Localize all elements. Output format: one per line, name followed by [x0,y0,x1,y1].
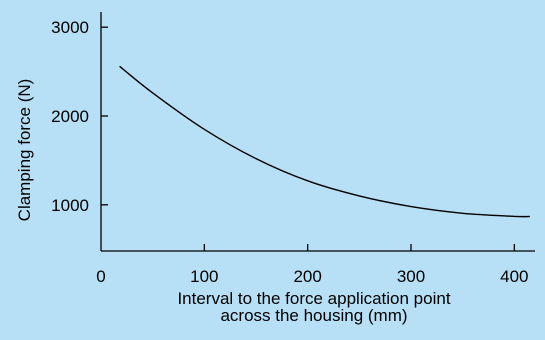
y-tick-label-3000: 3000 [51,18,89,37]
series-line-0 [119,65,530,218]
x-tick-label-400: 400 [500,267,528,286]
x-axis-label-line-1: Interval to the force application point [177,289,450,308]
x-axis-label-line-2: across the housing (mm) [220,306,407,325]
x-tick-label-100: 100 [190,267,218,286]
axis-ticks: 0 100 200 300 400 1000 2000 3000 [51,18,528,286]
x-tick-label-300: 300 [397,267,425,286]
y-axis-label: Clamping force (N) [15,79,34,222]
axes [100,12,535,252]
series-group [119,65,530,218]
x-tick-label-200: 200 [293,267,321,286]
axis-labels: Interval to the force application pointa… [15,79,451,325]
y-tick-label-2000: 2000 [51,107,89,126]
x-tick-label-0: 0 [96,267,105,286]
y-tick-label-1000: 1000 [51,196,89,215]
